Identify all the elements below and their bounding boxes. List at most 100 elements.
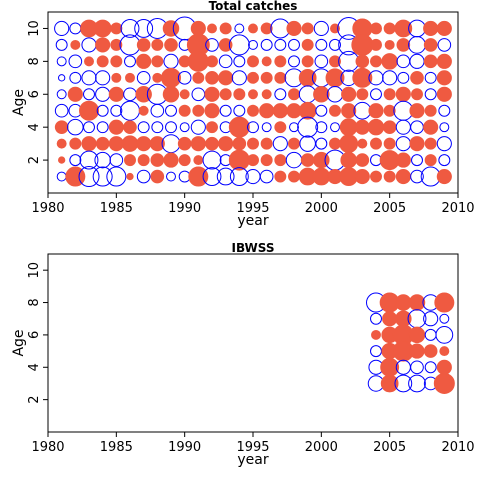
bubble-positive <box>409 103 425 119</box>
bubble-positive <box>79 100 99 121</box>
bubble-negative <box>410 360 424 375</box>
bubble-positive <box>301 22 314 35</box>
bubble-positive <box>204 103 220 119</box>
bubble-positive <box>436 70 452 86</box>
bubble-positive <box>96 55 109 68</box>
chart-panel-2: IBWSS 1980 1985 1990 1995 2000 2005 2010 2 4 6 8 10 y… <box>11 241 475 468</box>
bubble-negative <box>229 167 249 186</box>
bubble-positive <box>121 135 139 152</box>
bubble-positive <box>248 23 258 34</box>
bubble-negative <box>437 38 452 52</box>
bubble-positive <box>352 67 373 88</box>
bubble-positive <box>206 121 218 134</box>
bubble-positive <box>368 103 384 119</box>
bubble-positive <box>56 138 67 149</box>
bubble-negative <box>438 104 451 117</box>
bubble-positive <box>274 154 287 167</box>
bubble-negative <box>274 38 287 51</box>
bubble-positive <box>228 116 250 138</box>
y-tick-label: 6 <box>27 90 42 98</box>
bubble-positive <box>233 88 246 101</box>
bubble-negative <box>272 136 288 152</box>
bubble-negative <box>438 154 451 167</box>
bubble-negative <box>136 70 151 85</box>
bubble-negative <box>67 118 84 136</box>
bubble-positive <box>261 56 272 67</box>
y-axis-label: Age <box>11 329 27 356</box>
bubble-negative <box>136 169 151 184</box>
bubble-negative <box>315 38 328 51</box>
bubble-positive <box>383 22 396 35</box>
x-tick-label: 1990 <box>168 201 201 216</box>
bubble-positive <box>95 37 111 53</box>
bubble-negative <box>166 171 176 182</box>
x-tick-label: 2000 <box>305 201 338 216</box>
bubble-positive <box>218 136 234 152</box>
bubble-positive <box>356 88 369 101</box>
bubble-negative <box>424 71 437 84</box>
bubble-positive <box>205 70 219 85</box>
bubble-negative <box>248 39 258 50</box>
bubble-negative <box>299 135 316 152</box>
bubble-positive <box>161 67 181 88</box>
x-tick-label: 2010 <box>441 440 474 455</box>
bubble-positive <box>354 119 370 135</box>
bubble-negative <box>394 374 413 393</box>
bubble-negative <box>408 36 426 54</box>
bubble-negative <box>423 311 439 327</box>
bubble-positive <box>177 136 192 151</box>
bubble-negative <box>330 122 340 133</box>
x-tick-label: 1980 <box>31 440 64 455</box>
bubble-negative <box>382 70 398 86</box>
bubble-negative <box>231 70 247 86</box>
bubble-negative <box>94 151 111 169</box>
bubble-positive <box>423 344 438 358</box>
bubble-negative <box>190 119 206 135</box>
bubble-negative <box>409 53 425 69</box>
bubble-negative <box>234 23 245 34</box>
bubble-positive <box>330 23 340 34</box>
bubble-positive <box>150 169 165 184</box>
bubble-negative <box>56 89 67 100</box>
bubble-positive <box>247 104 259 117</box>
bubble-negative <box>55 38 68 51</box>
bubble-positive <box>261 89 272 100</box>
bubble-positive <box>111 72 122 83</box>
bubble-positive <box>355 54 370 69</box>
bubble-positive <box>81 136 97 152</box>
bubble-positive <box>288 170 300 183</box>
bubble-negative <box>315 104 328 117</box>
bubble-negative <box>191 87 206 102</box>
bubble-positive <box>439 346 450 357</box>
y-tick-label: 2 <box>27 156 42 164</box>
bubble-negative <box>288 38 300 51</box>
bubble-negative <box>58 74 66 82</box>
bubble-negative <box>313 20 329 37</box>
bubble-negative <box>259 169 274 184</box>
bubble-positive <box>382 120 397 135</box>
bubble-positive <box>260 137 273 150</box>
bubble-negative <box>247 121 259 134</box>
bubble-positive <box>312 167 331 186</box>
bubble-negative <box>79 150 99 170</box>
bubble-positive <box>192 104 205 117</box>
bubble-positive <box>395 152 411 168</box>
bubble-positive <box>423 54 438 69</box>
y-tick-label: 4 <box>27 123 42 131</box>
bubble-negative <box>288 55 300 68</box>
bubble-positive <box>433 372 455 394</box>
bubble-positive <box>247 137 259 150</box>
bubble-positive <box>204 86 220 102</box>
bubble-negative <box>424 88 437 101</box>
bubble-positive <box>339 118 358 137</box>
bubble-negative <box>370 88 382 101</box>
bubble-positive <box>301 55 314 68</box>
bubble-positive <box>423 38 438 52</box>
bubble-negative <box>56 56 67 67</box>
bubble-negative <box>151 121 164 134</box>
bubble-negative <box>424 361 437 374</box>
bubble-negative <box>81 70 97 86</box>
bubble-negative <box>83 88 95 101</box>
bubble-positive <box>370 38 382 51</box>
bubble-positive <box>394 19 413 38</box>
